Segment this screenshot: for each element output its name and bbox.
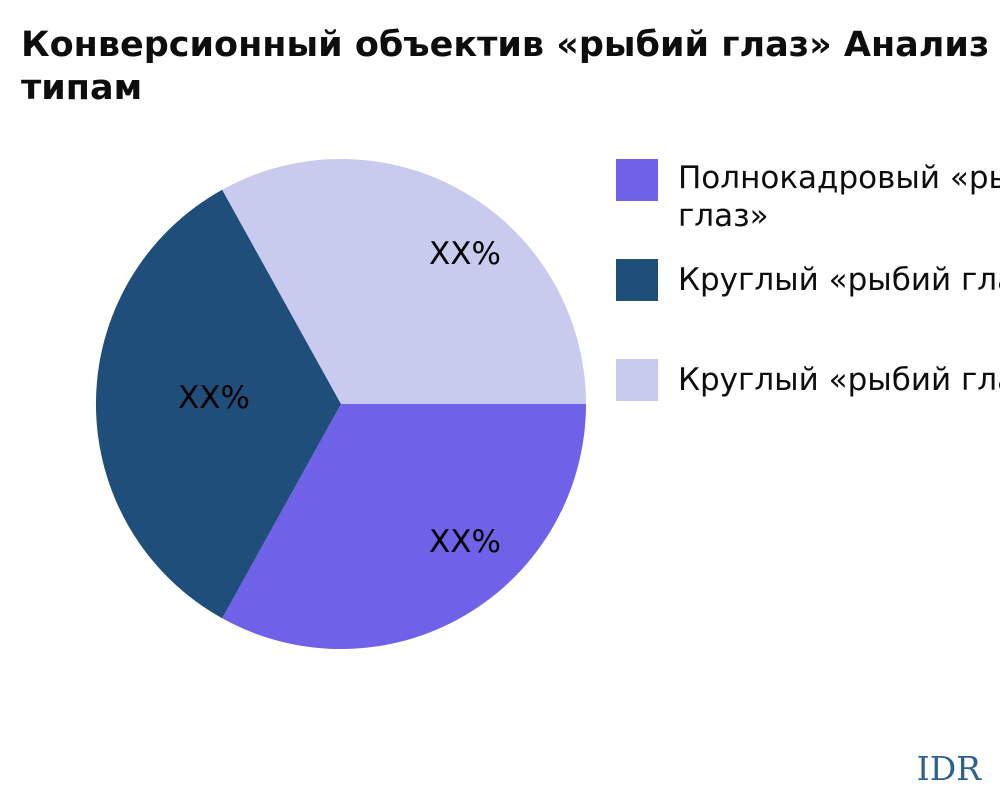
- legend-label-line1: Полнокадровый «рыбий: [678, 160, 1000, 196]
- legend-swatch-navy: [616, 259, 658, 301]
- idr-watermark: IDR: [916, 749, 981, 788]
- pie-label-light-slice: XX%: [429, 236, 501, 272]
- chart-title-line1: Конверсионный объектив «рыбий глаз» Анал…: [21, 25, 1000, 65]
- legend-label: Круглый «рыбий глаз»: [678, 261, 1000, 299]
- pie-label-dark-slice: XX%: [178, 380, 250, 416]
- legend-swatch-purple: [616, 159, 658, 201]
- legend-label: Круглый «рыбий глаз»: [678, 361, 1000, 399]
- pie-slice-circular-fisheye-dark: [95, 189, 342, 619]
- legend-label-line2: глаз»: [678, 198, 769, 234]
- legend-swatch-lavender: [616, 359, 658, 401]
- legend-label: Полнокадровый «рыбий глаз»: [678, 159, 1000, 235]
- pie-slice-full-frame-fisheye: [222, 404, 586, 650]
- chart-title: Конверсионный объектив «рыбий глаз» Анал…: [21, 24, 1000, 110]
- legend-label-line1: Круглый «рыбий глаз»: [678, 362, 1000, 398]
- legend-label-line1: Круглый «рыбий глаз»: [678, 262, 1000, 298]
- pie-slice-circular-fisheye-light: [222, 158, 586, 404]
- pie-label-purple-slice: XX%: [429, 524, 501, 560]
- chart-title-line2: типам: [21, 68, 143, 108]
